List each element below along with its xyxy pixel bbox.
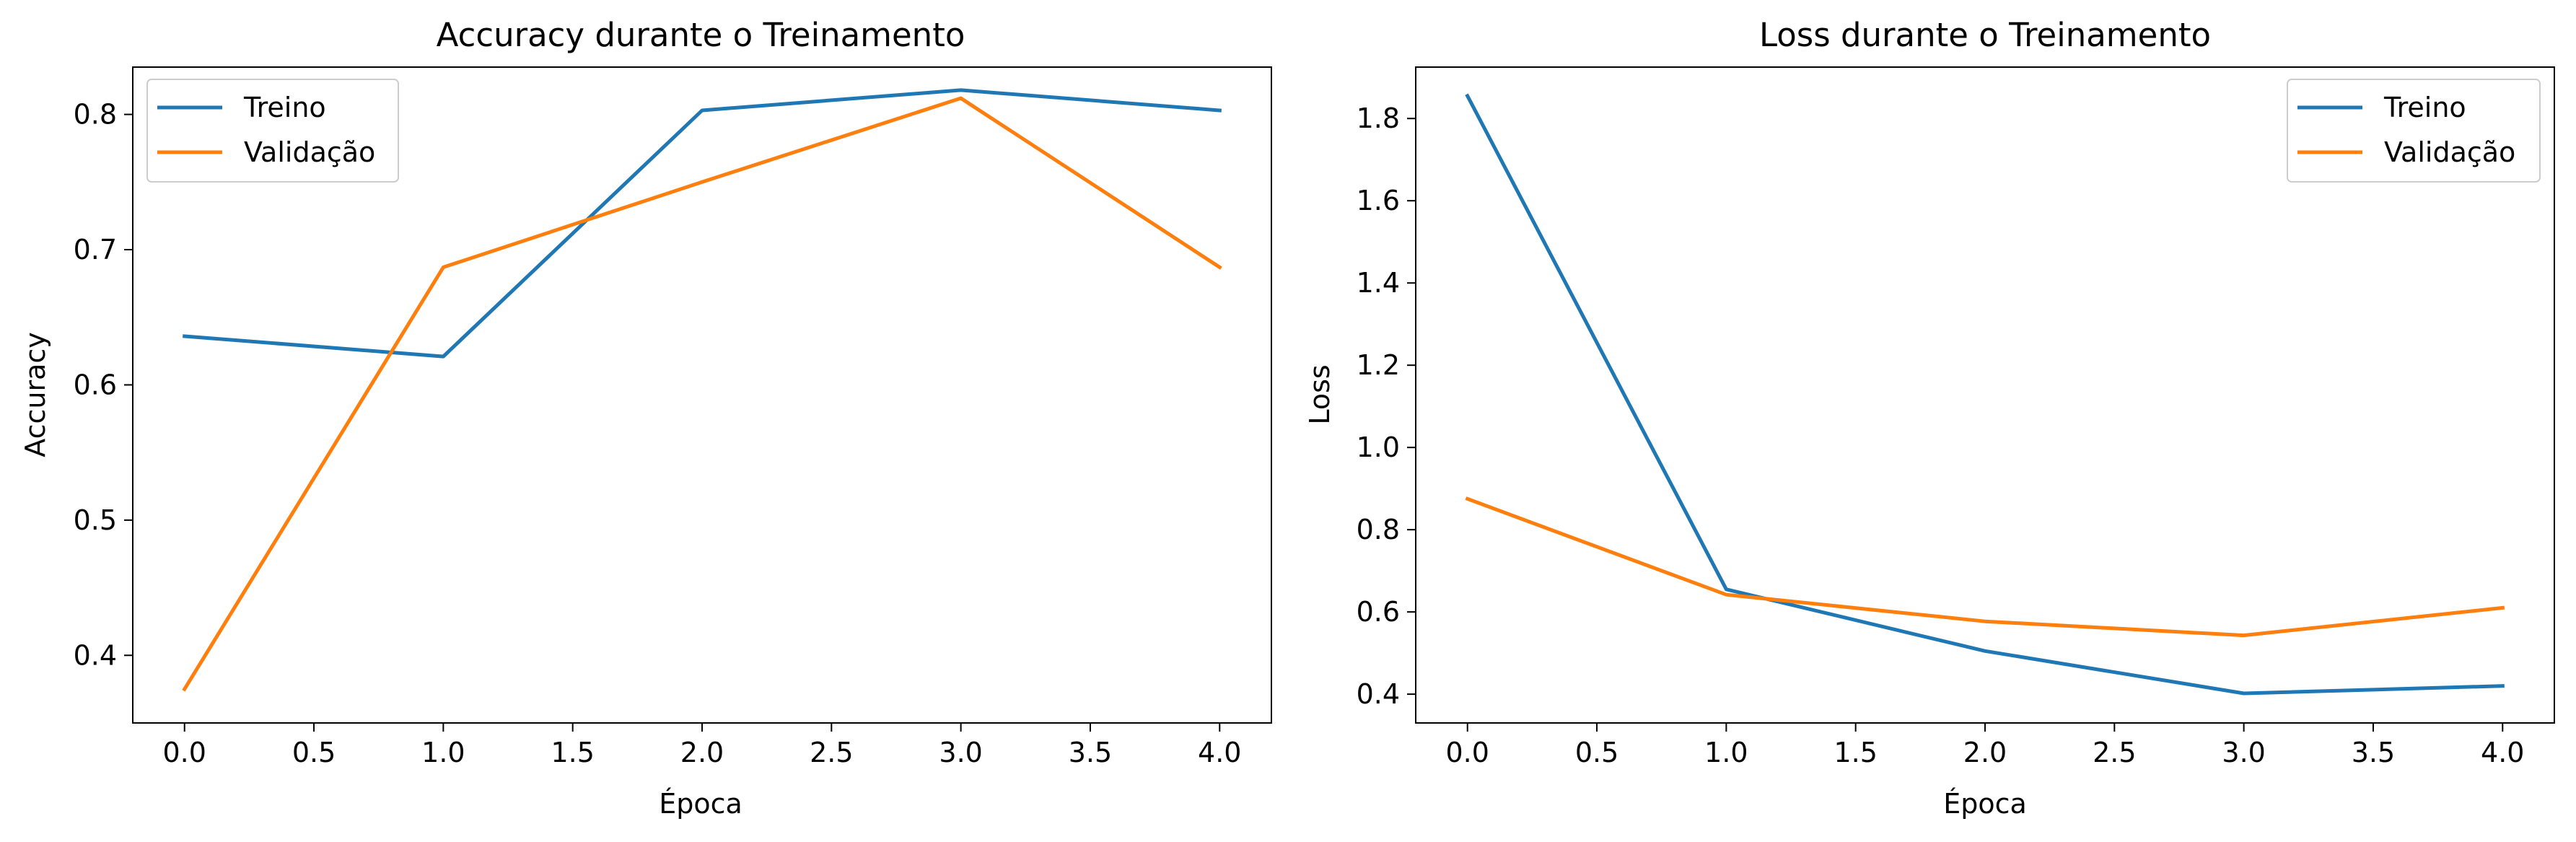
loss-series-lines [1465,93,2505,696]
loss-x-tick-label-0: 0.0 [1446,737,1489,768]
accuracy-axis-ticks: 0.0 0.5 1.0 1.5 2.0 2.5 3.0 3.5 4.0 0.4 0.5 0.6 0.7 0… [74,99,1242,768]
loss-x-axis-label: Época [1943,788,2027,820]
loss-x-tick-label-2: 1.0 [1704,737,1748,768]
loss-legend-label-validacao: Validação [2384,136,2515,168]
accuracy-x-tick-label-6: 3.0 [939,737,982,768]
accuracy-series-lines [182,88,1222,692]
loss-x-tick-label-1: 0.5 [1575,737,1618,768]
loss-y-tick-label-4: 1.2 [1357,349,1400,381]
loss-legend-box [2287,79,2541,183]
loss-x-tick-label-3: 1.5 [1834,737,1877,768]
loss-axis-ticks: 0.0 0.5 1.0 1.5 2.0 2.5 3.0 3.5 4.0 0.4 0.6 0.8 1.0 1… [1357,102,2525,768]
accuracy-x-tick-label-8: 4.0 [1198,737,1241,768]
accuracy-y-tick-label-4: 0.8 [74,99,117,131]
accuracy-series-line-validacao [182,96,1222,692]
accuracy-chart-title: Accuracy durante o Treinamento [437,16,965,54]
loss-chart-title: Loss durante o Treinamento [1759,16,2211,54]
loss-y-tick-label-2: 0.8 [1357,514,1400,545]
accuracy-legend-label-treino: Treino [243,92,326,123]
accuracy-legend: Treino Validação [146,79,399,183]
accuracy-series-line-treino [183,88,1222,359]
accuracy-y-tick-label-1: 0.5 [74,504,117,536]
loss-legend: Treino Validação [2287,79,2541,183]
loss-chart: Loss durante o Treinamento 0.0 0.5 1.0 1.5 2… [1304,16,2555,820]
loss-y-tick-label-1: 0.6 [1357,596,1400,628]
loss-y-axis-label: Loss [1304,364,1336,424]
accuracy-x-tick-label-5: 2.5 [810,737,853,768]
accuracy-x-tick-label-4: 2.0 [680,737,724,768]
loss-legend-label-treino: Treino [2383,92,2466,123]
accuracy-chart: Accuracy durante o Treinamento 0.0 0.5 1.0… [19,16,1272,820]
loss-y-tick-label-0: 0.4 [1357,678,1400,710]
accuracy-y-tick-label-3: 0.7 [74,234,117,266]
loss-y-tick-label-5: 1.4 [1357,267,1400,299]
accuracy-x-tick-label-3: 1.5 [551,737,594,768]
loss-series-line-treino [1465,93,2505,696]
accuracy-x-tick-label-0: 0.0 [163,737,206,768]
accuracy-x-tick-label-2: 1.0 [421,737,465,768]
accuracy-y-tick-label-0: 0.4 [74,639,117,671]
accuracy-legend-box [146,79,399,183]
accuracy-legend-label-validacao: Validação [244,136,375,168]
loss-y-tick-label-3: 1.0 [1357,431,1400,463]
accuracy-x-tick-label-7: 3.5 [1069,737,1112,768]
accuracy-x-axis-label: Época [659,788,742,820]
loss-x-tick-label-6: 3.0 [2222,737,2265,768]
loss-y-tick-label-7: 1.8 [1357,102,1400,134]
loss-x-tick-label-4: 2.0 [1963,737,2007,768]
loss-x-tick-label-8: 4.0 [2481,737,2524,768]
loss-x-tick-label-5: 2.5 [2093,737,2136,768]
loss-x-tick-label-7: 3.5 [2352,737,2395,768]
accuracy-y-tick-label-2: 0.6 [74,369,117,400]
accuracy-x-tick-label-1: 0.5 [292,737,336,768]
loss-y-tick-label-6: 1.6 [1357,185,1400,216]
accuracy-y-axis-label: Accuracy [19,332,51,457]
loss-series-line-validacao [1465,496,2505,638]
